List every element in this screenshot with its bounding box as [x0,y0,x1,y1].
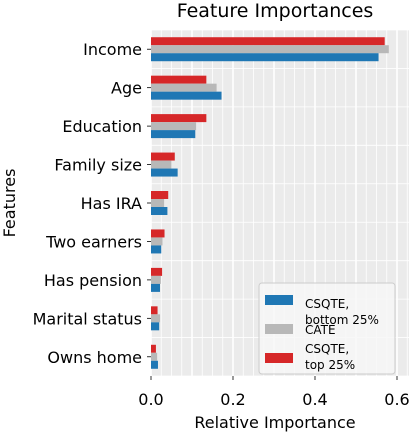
category-label: Has pension [44,271,142,290]
chart-title: Feature Importances [177,0,374,22]
bar-education-csqte-bottom-25- [151,130,196,139]
bar-marital-status-csqte-bottom-25- [151,322,160,331]
bar-has-pension-cate [151,275,161,284]
category-label: Marital status [33,309,142,328]
category-labels: Income Age Education Family size Has IRA Two … [33,40,151,367]
legend: CSQTE, bottom 25%CATE CSQTE, top 25% [258,282,396,375]
category-label: Owns home [47,348,142,367]
bar-two-earners-csqte-bottom-25- [151,245,162,254]
bar-has-ira-cate [151,199,165,207]
bar-marital-status-csqte-top-25- [151,306,158,315]
bar-owns-home-cate [151,352,158,361]
category-label: Two earners [45,232,142,251]
legend-label: top 25% [305,358,355,372]
bars [151,37,389,369]
bar-has-pension-csqte-bottom-25- [151,283,161,292]
bar-family-size-csqte-top-25- [151,152,175,161]
legend-box [258,282,396,375]
bar-income-cate [151,45,389,54]
bar-has-ira-csqte-bottom-25- [151,207,168,215]
bar-owns-home-csqte-top-25- [151,344,156,353]
category-label: Age [111,79,142,98]
legend-label: CSQTE, [305,297,349,311]
category-label: Education [62,117,142,136]
bar-has-pension-csqte-top-25- [151,267,163,276]
category-label: Family size [54,156,142,175]
x-tick-label: 0.6 [384,390,409,409]
bar-owns-home-csqte-bottom-25- [151,360,158,369]
bar-marital-status-cate [151,314,161,323]
y-axis-label: Features [0,169,19,238]
bar-age-csqte-bottom-25- [151,91,222,100]
legend-label: bottom 25% [305,313,379,327]
bar-family-size-csqte-bottom-25- [151,168,178,177]
bar-two-earners-csqte-top-25- [151,229,165,238]
x-axis-label: Relative Importance [194,413,355,432]
bar-has-ira-csqte-top-25- [151,191,169,199]
category-label: Income [83,40,142,59]
legend-label: CSQTE, [305,342,349,356]
bar-age-cate [151,83,217,92]
category-label: Has IRA [81,194,142,213]
bar-education-cate [151,122,197,131]
legend-swatch [265,295,293,305]
bar-income-csqte-bottom-25- [151,53,379,62]
x-tick-label: 0.0 [138,390,163,409]
x-tick-labels: 0.0 0.2 0.4 0.6 [138,376,410,409]
x-tick-label: 0.2 [220,390,245,409]
legend-label: CATE [305,323,336,337]
legend-swatch [265,353,293,363]
bar-income-csqte-top-25- [151,37,385,46]
bar-family-size-cate [151,160,172,169]
bar-age-csqte-top-25- [151,75,207,84]
bar-two-earners-cate [151,237,163,246]
bar-education-csqte-top-25- [151,114,207,123]
x-tick-label: 0.4 [302,390,327,409]
legend-swatch [265,324,293,334]
